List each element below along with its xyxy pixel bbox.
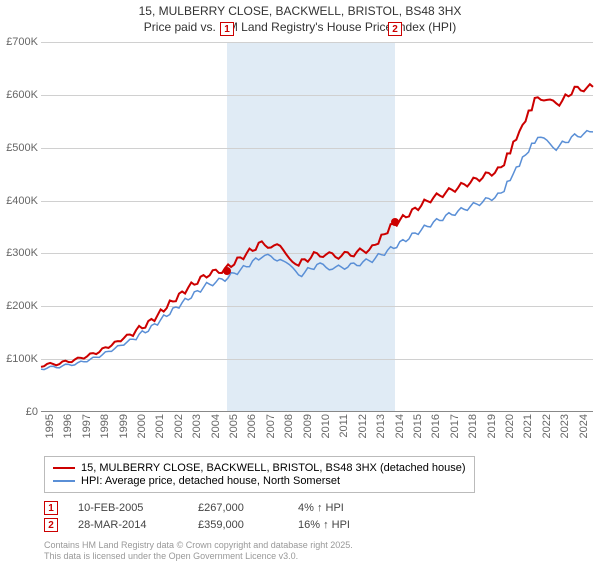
footer-line-1: Contains HM Land Registry data © Crown c…	[44, 540, 353, 551]
transactions-table: 1 10-FEB-2005 £267,000 4% ↑ HPI 2 28-MAR…	[44, 498, 378, 535]
x-tick-label: 2017	[449, 414, 461, 438]
y-tick-label: £0	[0, 406, 38, 418]
cell-price: £359,000	[198, 519, 278, 531]
x-tick-label: 2020	[504, 414, 516, 438]
cell-diff: 16% ↑ HPI	[298, 519, 378, 531]
legend-item: HPI: Average price, detached house, Nort…	[53, 475, 466, 487]
x-tick-label: 1997	[81, 414, 93, 438]
x-tick-label: 2008	[283, 414, 295, 438]
marker-dot	[223, 267, 231, 275]
x-tick-label: 2011	[338, 414, 350, 438]
marker-badge: 2	[388, 22, 402, 36]
title-block: 15, MULBERRY CLOSE, BACKWELL, BRISTOL, B…	[0, 0, 600, 35]
series-line-hpi	[41, 131, 593, 370]
x-tick-label: 2009	[302, 414, 314, 438]
x-tick-label: 2019	[486, 414, 498, 438]
legend-label: 15, MULBERRY CLOSE, BACKWELL, BRISTOL, B…	[81, 462, 466, 474]
legend-box: 15, MULBERRY CLOSE, BACKWELL, BRISTOL, B…	[44, 456, 475, 493]
x-tick-label: 2022	[541, 414, 553, 438]
marker-badge: 1	[44, 501, 58, 515]
title-line-2: Price paid vs. HM Land Registry's House …	[0, 20, 600, 36]
x-tick-label: 1996	[62, 414, 74, 438]
x-tick-label: 2001	[154, 414, 166, 438]
x-tick-label: 2021	[522, 414, 534, 438]
cell-price: £267,000	[198, 502, 278, 514]
table-row: 2 28-MAR-2014 £359,000 16% ↑ HPI	[44, 518, 378, 532]
x-tick-label: 2004	[210, 414, 222, 438]
y-tick-label: £500K	[0, 142, 38, 154]
x-tick-label: 2006	[246, 414, 258, 438]
cell-diff: 4% ↑ HPI	[298, 502, 378, 514]
table-row: 1 10-FEB-2005 £267,000 4% ↑ HPI	[44, 501, 378, 515]
x-tick-label: 2016	[430, 414, 442, 438]
cell-date: 10-FEB-2005	[78, 502, 178, 514]
y-tick-label: £400K	[0, 195, 38, 207]
series-svg	[41, 42, 593, 412]
y-tick-label: £600K	[0, 89, 38, 101]
x-tick-label: 1995	[44, 414, 56, 438]
cell-date: 28-MAR-2014	[78, 519, 178, 531]
x-tick-label: 1999	[118, 414, 130, 438]
title-line-1: 15, MULBERRY CLOSE, BACKWELL, BRISTOL, B…	[0, 4, 600, 20]
x-tick-label: 2013	[375, 414, 387, 438]
x-tick-label: 2007	[265, 414, 277, 438]
x-tick-label: 2005	[228, 414, 240, 438]
x-tick-label: 1998	[99, 414, 111, 438]
x-tick-label: 2012	[357, 414, 369, 438]
legend-swatch	[53, 480, 75, 482]
series-line-price_paid	[41, 84, 593, 367]
chart-container: 15, MULBERRY CLOSE, BACKWELL, BRISTOL, B…	[0, 0, 600, 560]
footer-attribution: Contains HM Land Registry data © Crown c…	[44, 540, 353, 562]
legend-item: 15, MULBERRY CLOSE, BACKWELL, BRISTOL, B…	[53, 462, 466, 474]
x-tick-label: 2000	[136, 414, 148, 438]
chart-area: 12 1995199619971998199920002001200220032…	[41, 42, 593, 412]
y-tick-label: £100K	[0, 353, 38, 365]
x-tick-label: 2010	[320, 414, 332, 438]
marker-badge: 2	[44, 518, 58, 532]
y-tick-label: £700K	[0, 36, 38, 48]
legend-swatch	[53, 467, 75, 469]
x-tick-label: 2023	[559, 414, 571, 438]
x-tick-label: 2015	[412, 414, 424, 438]
x-tick-label: 2002	[173, 414, 185, 438]
x-tick-label: 2014	[394, 414, 406, 438]
x-tick-label: 2003	[191, 414, 203, 438]
y-tick-label: £300K	[0, 247, 38, 259]
x-tick-label: 2018	[467, 414, 479, 438]
marker-dot	[391, 218, 399, 226]
marker-badge: 1	[220, 22, 234, 36]
y-tick-label: £200K	[0, 300, 38, 312]
legend-label: HPI: Average price, detached house, Nort…	[81, 475, 340, 487]
x-tick-label: 2024	[578, 414, 590, 438]
